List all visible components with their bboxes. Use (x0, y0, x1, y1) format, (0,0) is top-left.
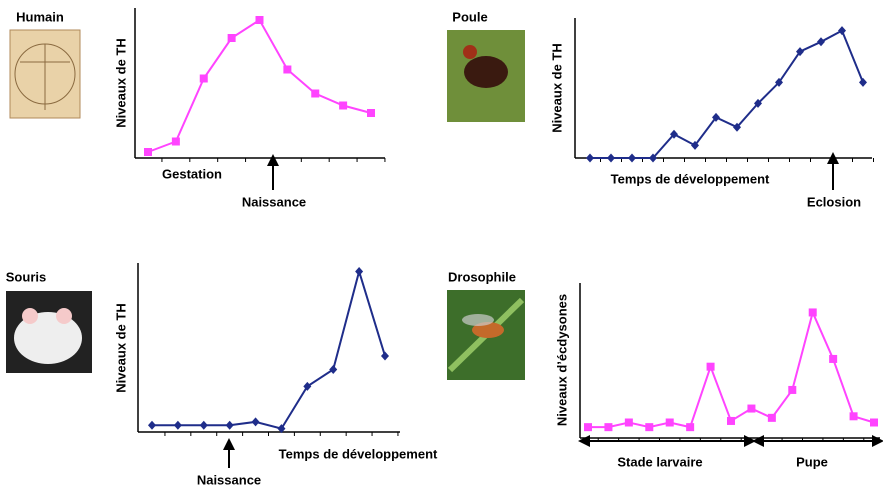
series-line (590, 31, 863, 158)
data-point (829, 355, 837, 363)
data-point (200, 75, 208, 83)
figure: Humain Niveaux de TH Gestation Naissance Pou… (0, 0, 883, 491)
data-point (256, 16, 264, 24)
annotation: Gestation (162, 166, 222, 181)
photo-fly (447, 290, 525, 380)
data-point (604, 423, 612, 431)
data-point (645, 423, 653, 431)
y-axis-label: Niveaux d’écdysones (554, 294, 569, 426)
chart-title: Humain (16, 9, 64, 24)
data-point (870, 419, 878, 427)
y-axis-label: Niveaux de TH (549, 43, 564, 133)
annotation: Stade larvaire (617, 454, 702, 469)
data-point (586, 154, 594, 163)
series-line (588, 312, 874, 427)
annotation: Temps de développement (279, 446, 438, 461)
data-point (144, 148, 152, 156)
annotation: Naissance (197, 472, 261, 487)
y-axis-label: Niveaux de TH (113, 303, 128, 393)
data-point (200, 421, 208, 430)
data-point (226, 421, 234, 430)
chart-title: Poule (452, 9, 487, 24)
data-point (838, 26, 846, 35)
photo-human (10, 30, 80, 118)
photo-mouse (6, 291, 92, 373)
data-point (252, 417, 260, 426)
annotation: Eclosion (807, 194, 861, 209)
data-point (628, 154, 636, 163)
series-line (152, 271, 385, 428)
data-point (625, 419, 633, 427)
data-point (747, 405, 755, 413)
data-point (686, 423, 694, 431)
data-point (584, 423, 592, 431)
y-axis-label: Niveaux de TH (113, 38, 128, 128)
data-point (172, 138, 180, 146)
data-point (174, 421, 182, 430)
data-point (817, 37, 825, 46)
data-point (148, 421, 156, 430)
data-point (788, 386, 796, 394)
data-point (859, 78, 867, 87)
chart-title: Drosophile (448, 269, 516, 284)
data-point (228, 34, 236, 42)
data-point (768, 414, 776, 422)
data-point (381, 351, 389, 360)
chart-title: Souris (6, 269, 46, 284)
data-point (809, 308, 817, 316)
data-point (367, 109, 375, 117)
annotation: Temps de développement (611, 171, 770, 186)
data-point (311, 90, 319, 98)
data-point (727, 417, 735, 425)
photo-rooster (447, 30, 525, 122)
data-point (283, 66, 291, 74)
data-point (666, 419, 674, 427)
data-point (329, 365, 337, 374)
data-point (339, 102, 347, 110)
annotation: Naissance (242, 194, 306, 209)
data-point (607, 154, 615, 163)
data-point (850, 412, 858, 420)
data-point (707, 363, 715, 371)
data-point (355, 267, 363, 276)
series-line (148, 20, 371, 152)
annotation: Pupe (796, 454, 828, 469)
